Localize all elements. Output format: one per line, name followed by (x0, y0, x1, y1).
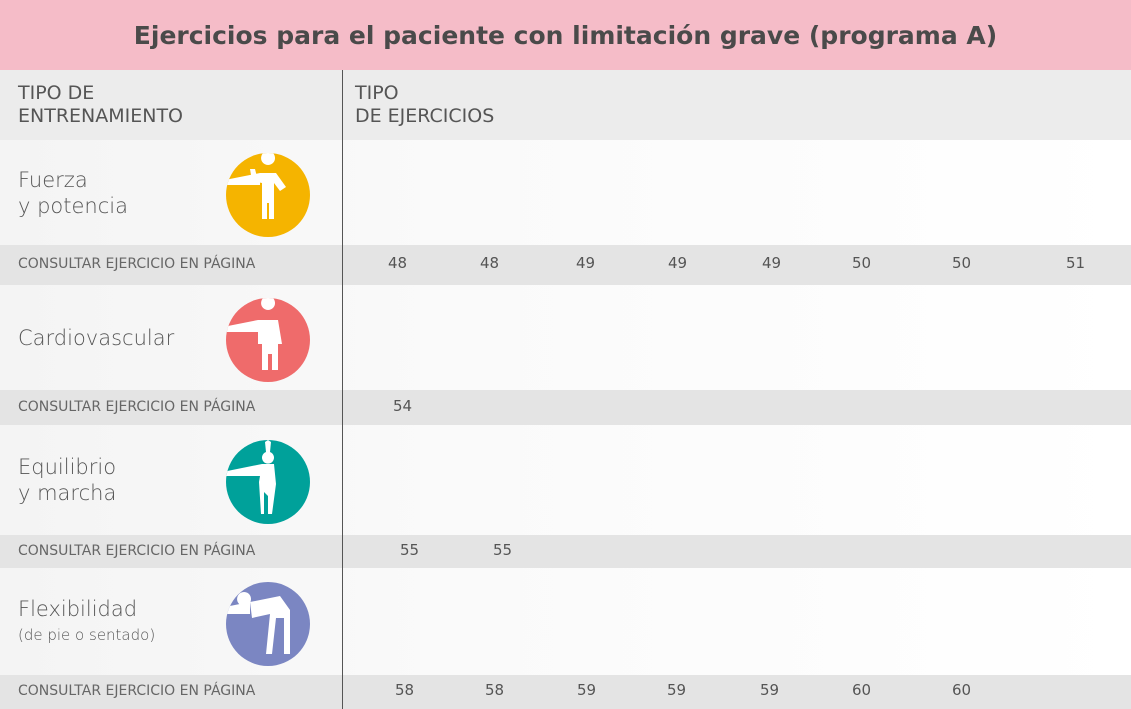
page-label: CONSULTAR EJERCICIO EN PÁGINA (18, 683, 256, 699)
section-row (0, 140, 1131, 245)
page-label: CONSULTAR EJERCICIO EN PÁGINA (18, 398, 256, 415)
section-row (0, 285, 1131, 390)
section-label: Flexibilidad (18, 596, 138, 621)
column-header: DE EJERCICIOS (355, 105, 495, 127)
section-label: Cardiovascular (18, 325, 175, 350)
section-row (0, 425, 1131, 535)
icon (226, 152, 310, 237)
page-row (0, 675, 1131, 709)
section-row (0, 568, 1131, 675)
page-label: CONSULTAR EJERCICIO EN PÁGINA (18, 542, 256, 559)
page-number: 50 (852, 254, 872, 272)
section-label: y potencia (18, 193, 128, 218)
icon (226, 297, 310, 382)
title-text: Ejercicios para el paciente con limitaci… (133, 20, 998, 50)
page-number: 59 (577, 681, 597, 699)
page-number: 58 (395, 681, 415, 699)
page-number: 59 (760, 681, 780, 699)
section-note: (de pie o sentado) (18, 625, 156, 644)
column-header: TIPO DE (18, 82, 95, 104)
page-number: 49 (668, 254, 688, 272)
title: Ejercicios para el paciente con limitaci… (0, 0, 1131, 70)
column-header: TIPO (355, 82, 399, 104)
page-number: 55 (400, 540, 420, 559)
icon (226, 581, 310, 666)
page-number: 48 (388, 254, 408, 272)
page-number: 60 (952, 681, 972, 699)
header-row (0, 70, 1131, 140)
section-label: y marcha (18, 481, 117, 505)
page-number: 59 (667, 681, 687, 699)
page-number: 60 (852, 681, 872, 699)
page-row (0, 390, 1131, 425)
page-row (0, 245, 1131, 285)
page-number: 49 (576, 254, 596, 272)
page-number: 50 (952, 254, 972, 272)
page-row (0, 535, 1131, 568)
page-number: 55 (493, 540, 513, 559)
section-label: Equilibrio (18, 455, 117, 479)
page-number: 51 (1066, 254, 1086, 272)
page-label: CONSULTAR EJERCICIO EN PÁGINA (18, 256, 256, 272)
section-label: Fuerza (18, 167, 88, 192)
page-number: 48 (480, 254, 500, 272)
column-divider (342, 70, 343, 709)
page-number: 54 (393, 396, 413, 415)
page-number: 49 (762, 254, 782, 272)
page-number: 58 (485, 681, 505, 699)
column-header: ENTRENAMIENTO (18, 105, 184, 127)
icon (226, 440, 310, 524)
